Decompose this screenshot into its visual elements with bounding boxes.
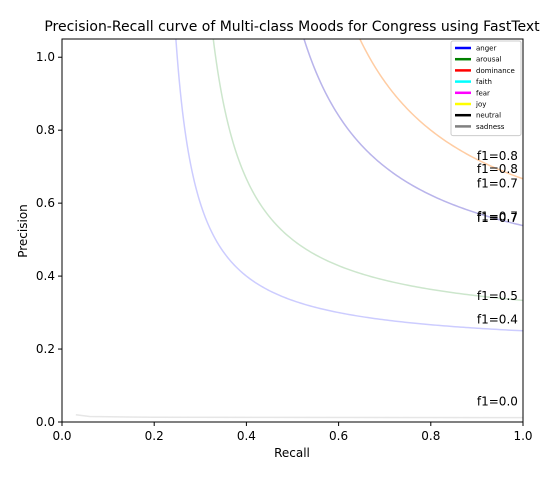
y-tick-label: 0.6 (36, 196, 55, 210)
y-tick-label: 0.4 (36, 269, 55, 283)
iso-f1-label: f1=0.7 (477, 176, 518, 190)
iso-f1-curve (303, 39, 523, 227)
x-tick-label: 0.0 (52, 429, 71, 443)
iso-f1-curves (75, 39, 523, 419)
iso-f1-curve (303, 39, 523, 227)
y-axis-label: Precision (16, 204, 30, 258)
iso-f1-label: f1=0.4 (477, 313, 518, 327)
chart-title: Precision-Recall curve of Multi-class Mo… (44, 19, 540, 35)
y-tick-label: 0.8 (36, 123, 55, 137)
x-tick-label: 0.4 (237, 429, 256, 443)
legend-label: dominance (476, 67, 515, 75)
legend: anger arousal dominance faith fear joy neutral… (450, 40, 522, 137)
y-tick-label: 0.2 (36, 342, 55, 356)
iso-f1-label: f1=0.8 (477, 162, 518, 176)
x-tick-label: 0.8 (421, 429, 440, 443)
iso-f1-curve (75, 413, 523, 419)
x-tick-label: 0.6 (329, 429, 348, 443)
legend-label: sadness (476, 123, 505, 131)
y-tick-label: 0.0 (36, 415, 55, 429)
iso-f1-curve (359, 39, 523, 180)
iso-f1-curve (212, 39, 523, 302)
legend-label: arousal (476, 56, 502, 64)
x-tick-label: 1.0 (513, 429, 532, 443)
plot-area: f1=0.4f1=0.5f1=0.7f1=0.7f1=0.7f1=0.8f1=0… (75, 39, 523, 419)
iso-f1-label: f1=0.8 (477, 149, 518, 163)
axes: 0.0 0.2 0.4 0.6 0.8 1.0 0.0 0.2 0.4 0.6 0.8 1.0 (36, 38, 533, 443)
iso-f1-curve (303, 39, 523, 227)
iso-f1-label: f1=0.5 (477, 289, 518, 303)
iso-f1-curve (175, 39, 523, 332)
legend-label: joy (475, 101, 486, 109)
iso-f1-curve (359, 39, 523, 180)
iso-f1-label: f1=0.7 (477, 211, 518, 225)
legend-label: faith (476, 78, 492, 86)
legend-label: neutral (476, 112, 501, 120)
iso-f1-label: f1=0.0 (477, 395, 518, 409)
axes-frame (61, 38, 524, 423)
x-tick-label: 0.2 (145, 429, 164, 443)
iso-f1-labels: f1=0.4f1=0.5f1=0.7f1=0.7f1=0.7f1=0.8f1=0… (477, 149, 518, 408)
legend-label: fear (476, 89, 490, 97)
legend-label: anger (476, 45, 496, 53)
legend-box (450, 40, 522, 137)
x-axis-label: Recall (274, 446, 310, 460)
y-tick-label: 1.0 (36, 50, 55, 64)
iso-f1-label: f1=0.7 (477, 209, 518, 223)
